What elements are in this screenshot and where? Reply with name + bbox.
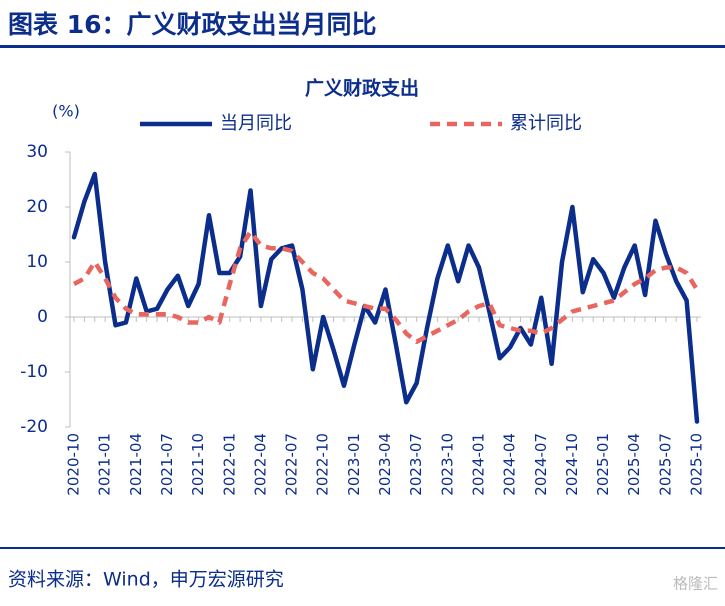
y-tick-label: 20 (26, 197, 48, 217)
x-tick-label: 2024-07 (532, 433, 550, 496)
y-axis-label: (%) (52, 102, 80, 121)
x-tick-label: 2021-04 (127, 433, 145, 496)
source: 资料来源：Wind，申万宏源研究 (8, 569, 284, 591)
x-tick-label: 2021-01 (96, 433, 114, 496)
x-tick-label: 2022-07 (283, 433, 301, 496)
x-tick-label: 2022-10 (314, 433, 332, 496)
series-line (71, 171, 700, 424)
x-tick-label: 2023-04 (376, 433, 394, 496)
series-line (72, 229, 699, 344)
x-tick-label: 2023-01 (345, 433, 363, 496)
x-tick-label: 2024-04 (501, 433, 519, 496)
x-tick-label: 2021-07 (158, 433, 176, 496)
x-tick-label: 2020-10 (65, 433, 83, 496)
x-tick-label: 2024-01 (469, 433, 487, 496)
chart-title: 广义财政支出 (305, 77, 419, 100)
x-tick-label: 2023-07 (407, 433, 425, 496)
x-tick-label: 2021-10 (189, 433, 207, 496)
y-tick-label: 10 (26, 252, 48, 272)
x-tick-label: 2022-01 (220, 433, 238, 496)
x-tick-label: 2024-10 (563, 433, 581, 496)
header-rule (0, 45, 725, 48)
x-tick-label: 2025-04 (625, 433, 643, 496)
footer-rule (0, 547, 725, 549)
legend-label: 累计同比 (510, 113, 582, 134)
x-tick-label: 2023-10 (438, 433, 456, 496)
x-tick-label: 2025-10 (688, 433, 706, 496)
watermark: 格隆汇 (673, 575, 718, 593)
legend-label: 当月同比 (220, 113, 292, 134)
y-tick-label: 0 (37, 307, 48, 327)
x-tick-label: 2025-07 (656, 433, 674, 496)
y-tick-label: -10 (20, 362, 48, 382)
header-title: 图表 16：广义财政支出当月同比 (8, 10, 377, 39)
y-tick-label: -20 (20, 417, 48, 437)
y-tick-label: 30 (26, 142, 48, 162)
x-tick-label: 2022-04 (251, 433, 269, 496)
x-tick-label: 2025-01 (594, 433, 612, 496)
